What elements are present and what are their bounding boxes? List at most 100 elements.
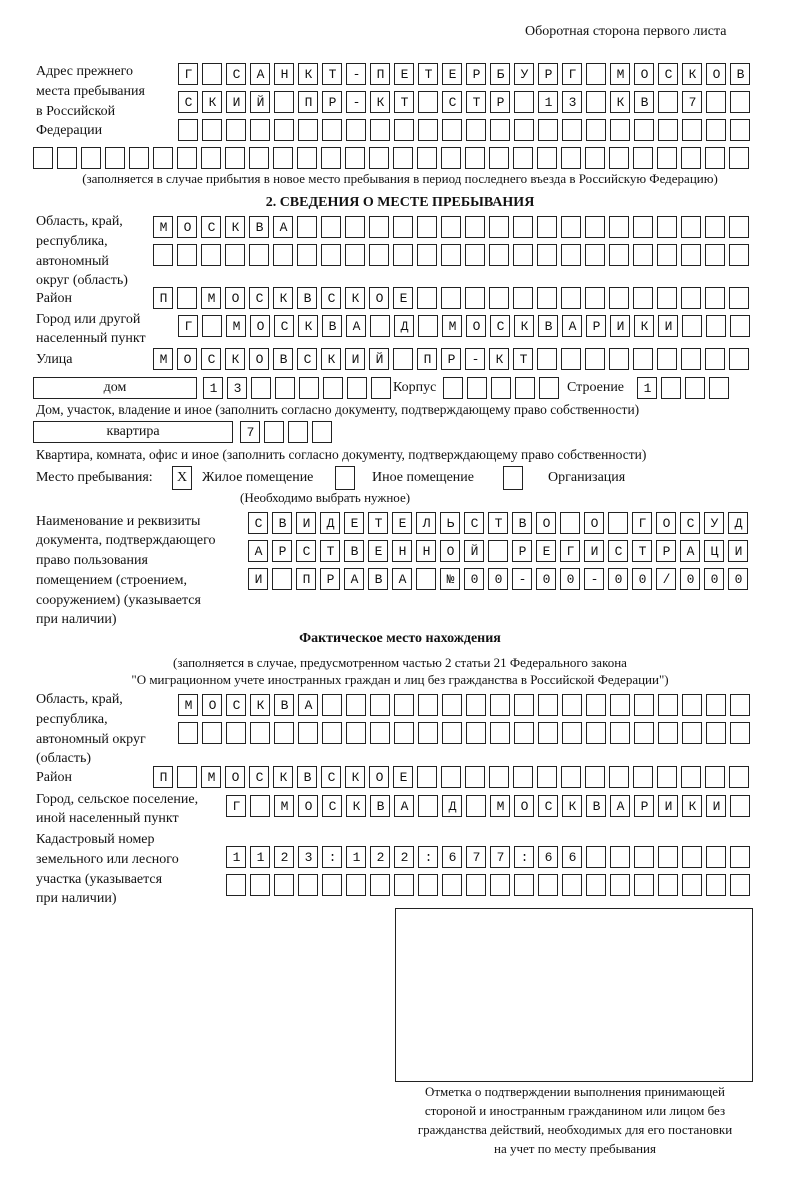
letter-cell[interactable] (634, 315, 654, 337)
letter-cell[interactable] (344, 568, 364, 590)
doc-row-1[interactable]: СВИДЕТЕЛЬСТВО О ГОСУД (248, 512, 748, 535)
letter-cell[interactable] (369, 287, 389, 309)
letter-cell[interactable] (512, 568, 532, 590)
letter-cell[interactable] (513, 147, 533, 169)
region-row-2[interactable] (153, 244, 749, 267)
letter-cell[interactable] (273, 216, 293, 238)
letter-cell[interactable] (250, 63, 270, 85)
letter-cell[interactable] (562, 874, 582, 896)
letter-cell[interactable] (298, 63, 318, 85)
letter-cell[interactable] (562, 846, 582, 868)
letter-cell[interactable] (490, 63, 510, 85)
letter-cell[interactable] (369, 348, 389, 370)
letter-cell[interactable] (538, 722, 558, 744)
letter-cell[interactable] (586, 846, 606, 868)
letter-cell[interactable] (682, 694, 702, 716)
letter-cell[interactable] (226, 694, 246, 716)
letter-cell[interactable] (321, 216, 341, 238)
letter-cell[interactable] (442, 91, 462, 113)
prev-address-row-2[interactable]: СКИЙ ПР-КТ СТР 13 КВ 7 (178, 91, 750, 114)
letter-cell[interactable] (705, 216, 725, 238)
letter-cell[interactable] (705, 147, 725, 169)
letter-cell[interactable] (561, 766, 581, 788)
doc-row-2[interactable]: АРСТВЕННОЙ РЕГИСТРАЦИ (248, 540, 748, 563)
street-row[interactable]: МОСКОВСКИЙ ПР-КТ (153, 348, 749, 371)
letter-cell[interactable] (274, 846, 294, 868)
letter-cell[interactable] (610, 91, 630, 113)
letter-cell[interactable] (226, 795, 246, 817)
letter-cell[interactable] (321, 244, 341, 266)
letter-cell[interactable] (467, 377, 487, 399)
letter-cell[interactable] (370, 119, 390, 141)
letter-cell[interactable] (251, 377, 271, 399)
letter-cell[interactable] (442, 694, 462, 716)
letter-cell[interactable] (370, 874, 390, 896)
letter-cell[interactable] (704, 540, 724, 562)
flat-number-row[interactable]: 7 (240, 421, 332, 444)
letter-cell[interactable] (586, 63, 606, 85)
letter-cell[interactable] (418, 119, 438, 141)
letter-cell[interactable] (346, 846, 366, 868)
letter-cell[interactable] (249, 766, 269, 788)
letter-cell[interactable] (681, 287, 701, 309)
letter-cell[interactable] (488, 512, 508, 534)
letter-cell[interactable] (323, 377, 343, 399)
letter-cell[interactable] (394, 315, 414, 337)
letter-cell[interactable] (657, 766, 677, 788)
letter-cell[interactable] (705, 348, 725, 370)
letter-cell[interactable] (442, 846, 462, 868)
letter-cell[interactable] (368, 540, 388, 562)
letter-cell[interactable] (274, 874, 294, 896)
letter-cell[interactable] (704, 568, 724, 590)
letter-cell[interactable] (226, 91, 246, 113)
letter-cell[interactable] (250, 694, 270, 716)
letter-cell[interactable] (584, 540, 604, 562)
letter-cell[interactable] (489, 287, 509, 309)
letter-cell[interactable] (178, 315, 198, 337)
letter-cell[interactable] (274, 315, 294, 337)
letter-cell[interactable] (441, 147, 461, 169)
letter-cell[interactable] (417, 216, 437, 238)
letter-cell[interactable] (225, 287, 245, 309)
letter-cell[interactable] (705, 766, 725, 788)
letter-cell[interactable] (634, 722, 654, 744)
letter-cell[interactable] (322, 315, 342, 337)
letter-cell[interactable] (609, 348, 629, 370)
letter-cell[interactable] (274, 91, 294, 113)
letter-cell[interactable] (442, 315, 462, 337)
letter-cell[interactable] (561, 287, 581, 309)
letter-cell[interactable] (57, 147, 77, 169)
letter-cell[interactable] (681, 348, 701, 370)
letter-cell[interactable] (730, 795, 750, 817)
letter-cell[interactable] (562, 91, 582, 113)
letter-cell[interactable] (538, 63, 558, 85)
letter-cell[interactable] (488, 568, 508, 590)
letter-cell[interactable] (680, 568, 700, 590)
letter-cell[interactable] (226, 874, 246, 896)
letter-cell[interactable] (202, 119, 222, 141)
letter-cell[interactable] (392, 540, 412, 562)
letter-cell[interactable] (272, 512, 292, 534)
letter-cell[interactable] (681, 766, 701, 788)
letter-cell[interactable] (296, 540, 316, 562)
letter-cell[interactable] (585, 348, 605, 370)
doc-row-3[interactable]: И ПРАВА №00-00-00/000 (248, 568, 748, 591)
letter-cell[interactable] (656, 540, 676, 562)
letter-cell[interactable] (273, 348, 293, 370)
letter-cell[interactable] (656, 512, 676, 534)
letter-cell[interactable] (681, 244, 701, 266)
letter-cell[interactable] (177, 766, 197, 788)
letter-cell[interactable] (585, 216, 605, 238)
letter-cell[interactable] (466, 119, 486, 141)
letter-cell[interactable] (274, 119, 294, 141)
letter-cell[interactable] (392, 512, 412, 534)
letter-cell[interactable] (346, 315, 366, 337)
letter-cell[interactable] (609, 216, 629, 238)
letter-cell[interactable] (633, 244, 653, 266)
letter-cell[interactable] (249, 287, 269, 309)
letter-cell[interactable] (347, 377, 367, 399)
letter-cell[interactable] (513, 216, 533, 238)
letter-cell[interactable] (586, 874, 606, 896)
letter-cell[interactable] (273, 287, 293, 309)
letter-cell[interactable] (418, 315, 438, 337)
